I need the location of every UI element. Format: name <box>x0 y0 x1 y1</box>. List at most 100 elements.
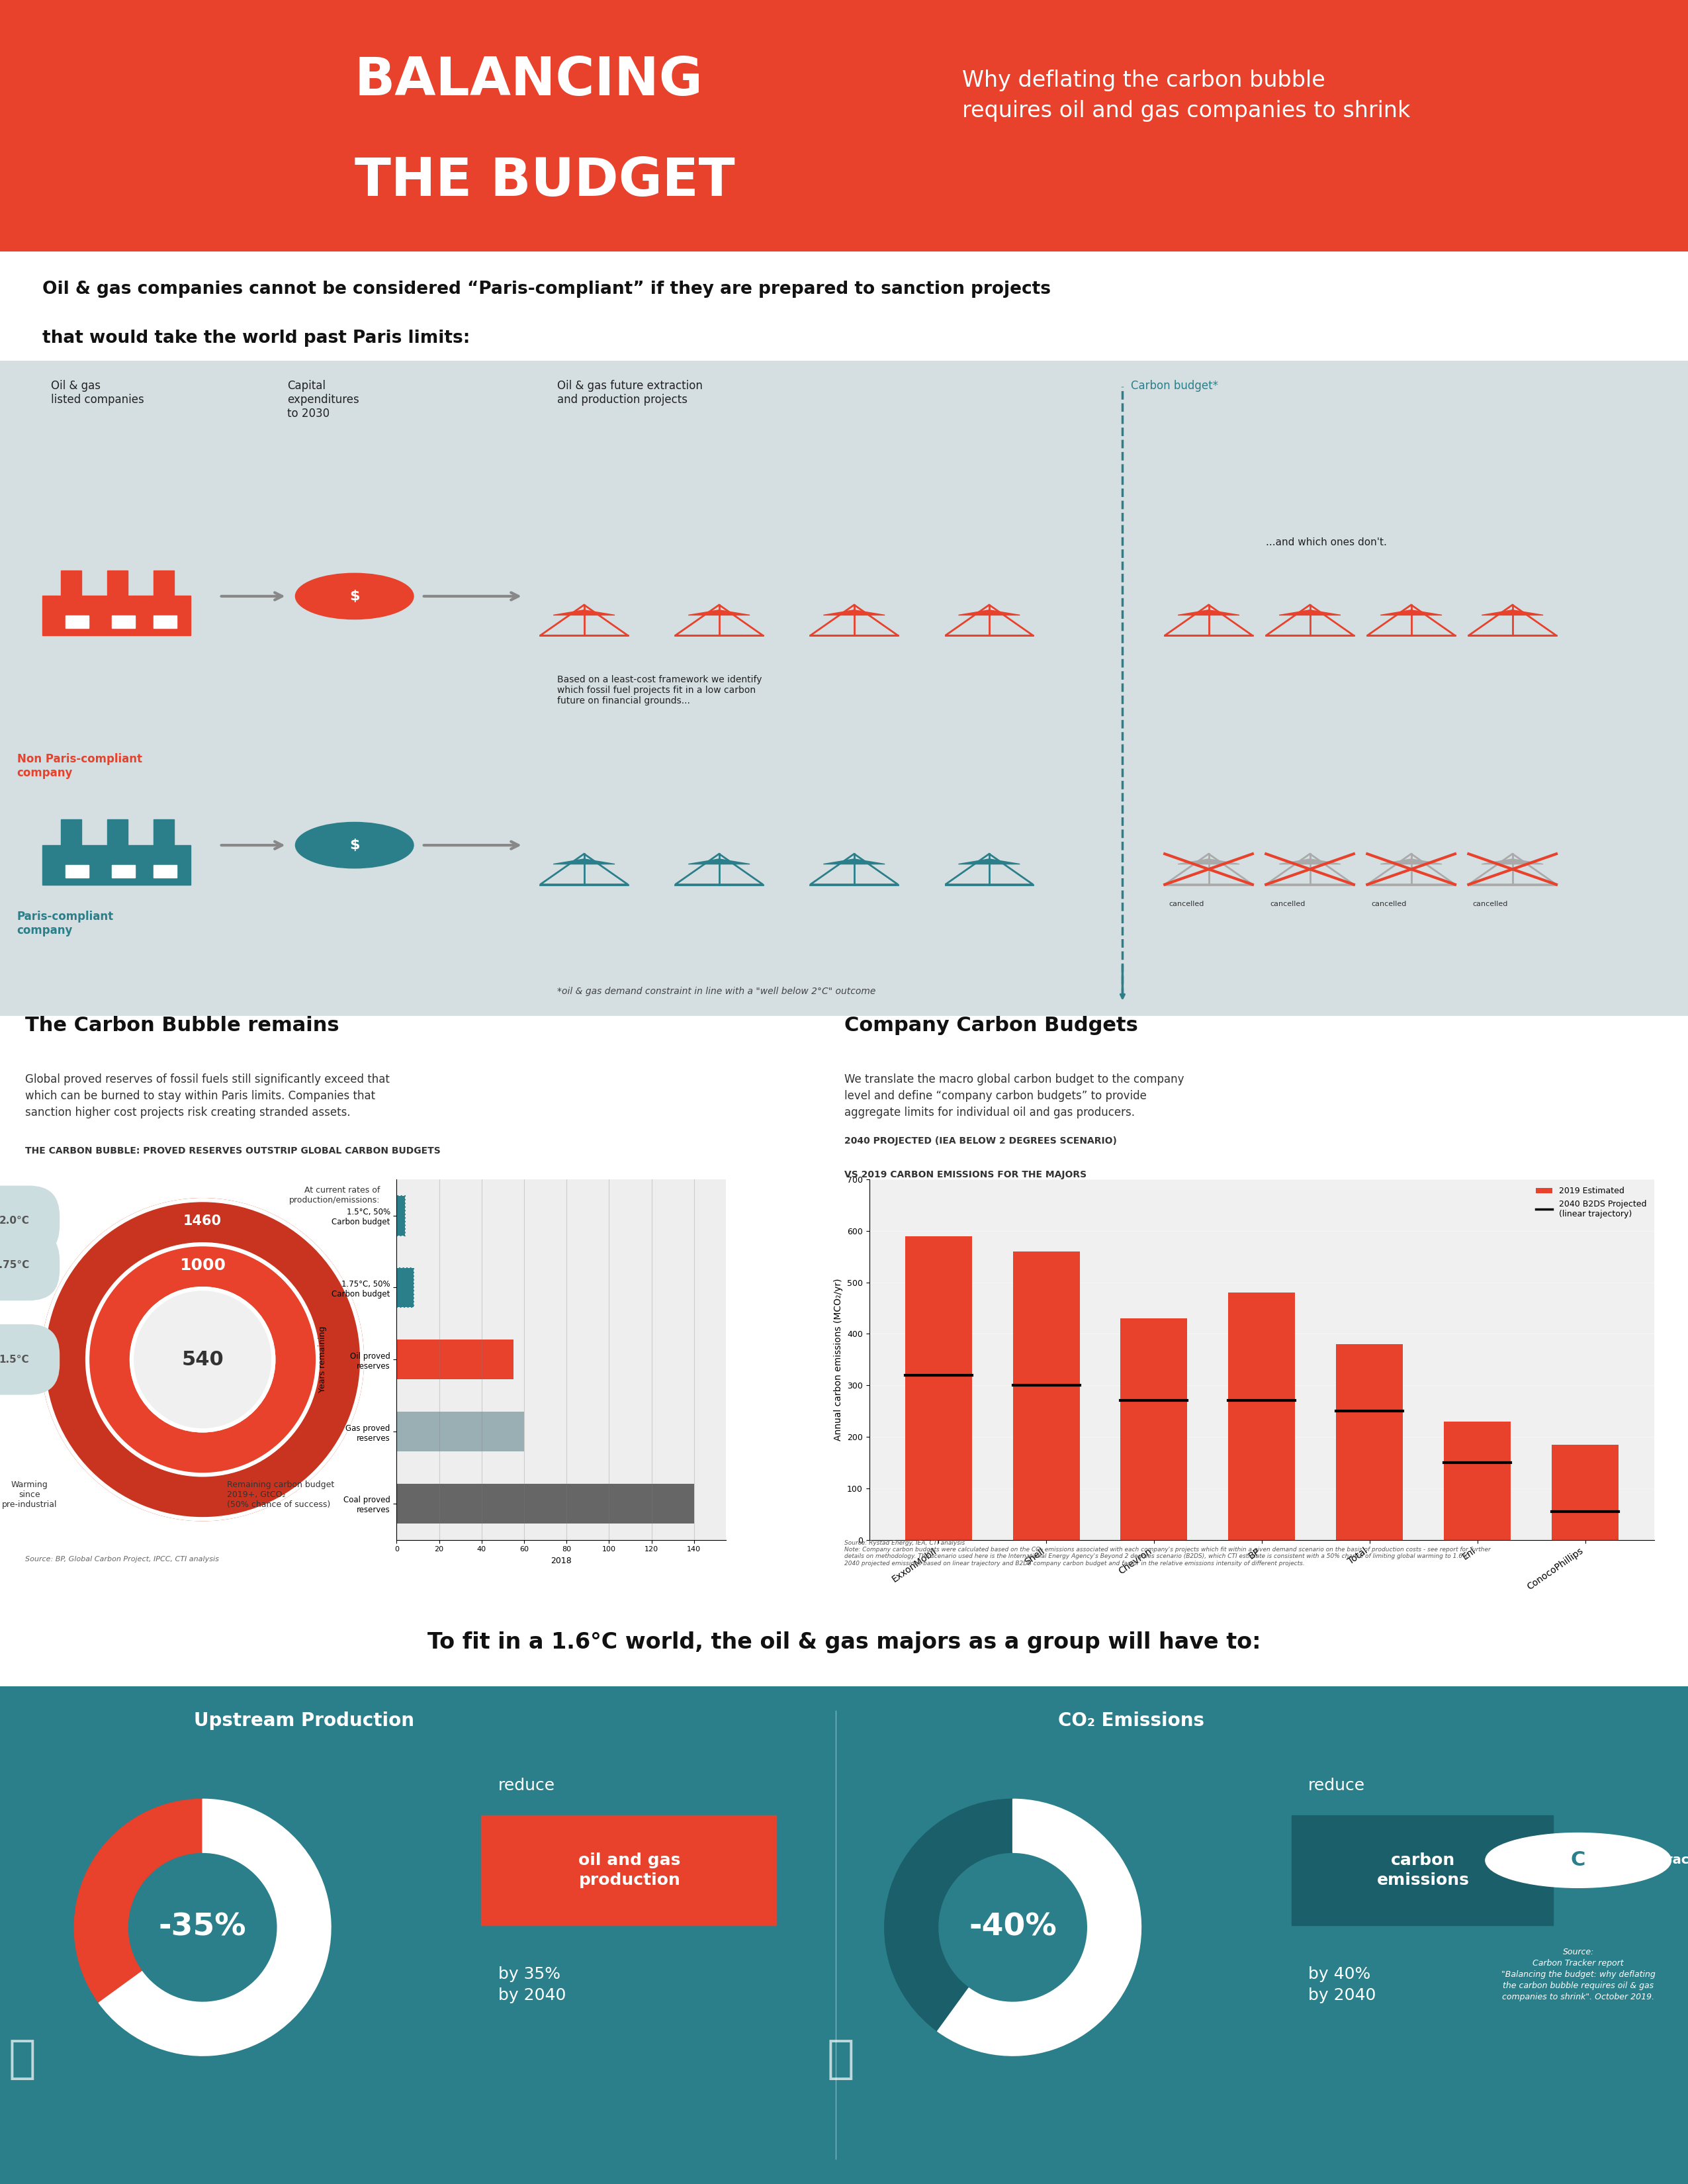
Text: We translate the macro global carbon budget to the company
level and define “com: We translate the macro global carbon bud… <box>844 1072 1183 1118</box>
Wedge shape <box>130 1286 275 1433</box>
Bar <box>154 819 174 845</box>
Wedge shape <box>885 1800 1013 2031</box>
Bar <box>66 616 88 629</box>
Wedge shape <box>86 1243 319 1476</box>
Text: ...and which ones don't.: ...and which ones don't. <box>1266 537 1388 548</box>
Text: ✋: ✋ <box>827 2038 854 2081</box>
Polygon shape <box>824 858 885 865</box>
Bar <box>1551 1444 1619 1540</box>
Text: 1.75°C: 1.75°C <box>0 1260 29 1271</box>
Text: To fit in a 1.6°C world, the oil & gas majors as a group will have to:: To fit in a 1.6°C world, the oil & gas m… <box>427 1631 1261 1653</box>
Bar <box>154 865 177 878</box>
Bar <box>1291 1815 1553 1924</box>
Bar <box>1443 1422 1511 1540</box>
Wedge shape <box>100 1800 331 2055</box>
Wedge shape <box>130 1286 275 1433</box>
Bar <box>1337 1343 1403 1540</box>
Text: that would take the world past Paris limits:: that would take the world past Paris lim… <box>42 330 469 347</box>
Wedge shape <box>937 1800 1141 2055</box>
Text: 2.0°C: 2.0°C <box>0 1216 29 1225</box>
Y-axis label: Years remaining: Years remaining <box>319 1326 327 1393</box>
Polygon shape <box>1280 609 1340 616</box>
Bar <box>154 570 174 596</box>
Bar <box>397 1267 414 1308</box>
Text: Source: BP, Global Carbon Project, IPCC, CTI analysis: Source: BP, Global Carbon Project, IPCC,… <box>25 1555 219 1564</box>
Bar <box>481 1815 776 1924</box>
Polygon shape <box>1178 858 1239 865</box>
Wedge shape <box>86 1243 319 1476</box>
Polygon shape <box>1280 858 1340 865</box>
Polygon shape <box>1178 609 1239 616</box>
Text: -40%: -40% <box>969 1913 1057 1942</box>
Bar <box>111 616 135 629</box>
Text: Warming
since
pre-industrial: Warming since pre-industrial <box>2 1481 57 1509</box>
Text: Company Carbon Budgets: Company Carbon Budgets <box>844 1016 1138 1035</box>
Text: reduce: reduce <box>1308 1778 1366 1793</box>
Polygon shape <box>1482 609 1543 616</box>
Text: cancelled: cancelled <box>1474 900 1507 909</box>
Polygon shape <box>959 858 1020 865</box>
Bar <box>66 865 88 878</box>
Text: Why deflating the carbon bubble
requires oil and gas companies to shrink: Why deflating the carbon bubble requires… <box>962 70 1409 122</box>
Bar <box>111 865 135 878</box>
Wedge shape <box>74 1800 203 2003</box>
Circle shape <box>1485 1832 1671 1887</box>
Text: Based on a least-cost framework we identify
which fossil fuel projects fit in a : Based on a least-cost framework we ident… <box>557 675 761 705</box>
Text: $: $ <box>349 839 360 852</box>
Text: 2040 PROJECTED (IEA BELOW 2 DEGREES SCENARIO): 2040 PROJECTED (IEA BELOW 2 DEGREES SCEN… <box>844 1136 1116 1147</box>
Bar <box>108 819 128 845</box>
Text: VS 2019 CARBON EMISSIONS FOR THE MAJORS: VS 2019 CARBON EMISSIONS FOR THE MAJORS <box>844 1171 1087 1179</box>
Text: reduce: reduce <box>498 1778 555 1793</box>
X-axis label: 2018: 2018 <box>550 1557 572 1566</box>
Polygon shape <box>554 609 614 616</box>
Text: BALANCING: BALANCING <box>354 55 702 107</box>
Text: Oil & gas future extraction
and production projects: Oil & gas future extraction and producti… <box>557 380 702 406</box>
Bar <box>1229 1293 1295 1540</box>
Bar <box>1013 1251 1080 1540</box>
Text: Source: Rystad Energy, IEA, CTI analysis
Note: Company carbon budgets were calcu: Source: Rystad Energy, IEA, CTI analysis… <box>844 1540 1491 1566</box>
Text: cancelled: cancelled <box>1372 900 1406 909</box>
Text: *oil & gas demand constraint in line with a "well below 2°C" outcome: *oil & gas demand constraint in line wit… <box>557 987 876 996</box>
Text: Remaining carbon budget
2019+, GtCO₂
(50% chance of success): Remaining carbon budget 2019+, GtCO₂ (50… <box>226 1481 334 1509</box>
Wedge shape <box>42 1199 363 1520</box>
Text: by 35%
by 2040: by 35% by 2040 <box>498 1966 565 2003</box>
Bar <box>397 1483 694 1524</box>
Bar <box>42 845 191 885</box>
Bar <box>61 570 81 596</box>
Polygon shape <box>824 609 885 616</box>
Bar <box>108 570 128 596</box>
Text: Oil & gas
listed companies: Oil & gas listed companies <box>51 380 143 406</box>
Text: 1000: 1000 <box>179 1258 226 1273</box>
Polygon shape <box>554 858 614 865</box>
Text: by 40%
by 2040: by 40% by 2040 <box>1308 1966 1376 2003</box>
Text: cancelled: cancelled <box>1170 900 1204 909</box>
Text: 540: 540 <box>182 1350 223 1369</box>
Text: THE BUDGET: THE BUDGET <box>354 155 734 207</box>
Bar <box>61 819 81 845</box>
Polygon shape <box>1482 858 1543 865</box>
Text: At current rates of
production/emissions:: At current rates of production/emissions… <box>289 1186 380 1206</box>
Text: Non Paris-compliant
company: Non Paris-compliant company <box>17 753 142 780</box>
Bar <box>1121 1319 1187 1540</box>
Bar <box>42 596 191 636</box>
Polygon shape <box>1381 609 1442 616</box>
Bar <box>397 1197 405 1236</box>
Wedge shape <box>42 1199 363 1520</box>
Text: The Carbon Bubble remains: The Carbon Bubble remains <box>25 1016 339 1035</box>
Polygon shape <box>959 609 1020 616</box>
Text: -35%: -35% <box>159 1913 246 1942</box>
Text: ✋: ✋ <box>8 2038 35 2081</box>
Text: Paris-compliant
company: Paris-compliant company <box>17 911 113 937</box>
Text: Upstream Production: Upstream Production <box>194 1712 414 1730</box>
Text: oil and gas
production: oil and gas production <box>579 1852 680 1887</box>
Text: C: C <box>1572 1850 1585 1870</box>
Bar <box>397 1197 405 1236</box>
Text: THE CARBON BUBBLE: PROVED RESERVES OUTSTRIP GLOBAL CARBON BUDGETS: THE CARBON BUBBLE: PROVED RESERVES OUTST… <box>25 1147 441 1155</box>
Bar <box>397 1267 414 1308</box>
Polygon shape <box>1381 858 1442 865</box>
Polygon shape <box>689 609 749 616</box>
Text: Carbon budget*: Carbon budget* <box>1131 380 1219 391</box>
Bar <box>397 1339 513 1380</box>
Text: Oil & gas companies cannot be considered “Paris-compliant” if they are prepared : Oil & gas companies cannot be considered… <box>42 282 1050 297</box>
Text: Source:
Carbon Tracker report
"Balancing the budget: why deflating
the carbon bu: Source: Carbon Tracker report "Balancing… <box>1501 1948 1656 2003</box>
